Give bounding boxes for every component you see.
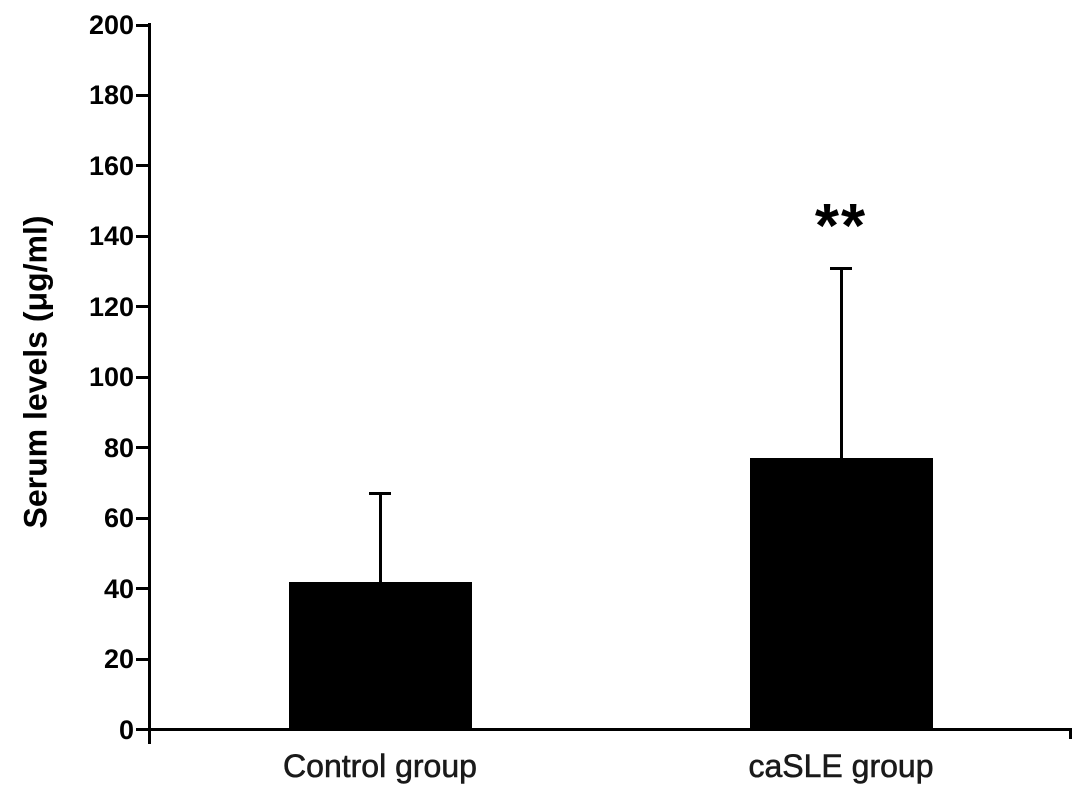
y-tick-label: 200 [88,10,134,40]
significance-marker-casle-group: ** [814,191,868,261]
y-tick-mark [136,375,150,379]
error-bar-cap-control-group [369,491,391,495]
category-label-control-group: Control group [283,748,477,785]
y-tick-mark [136,234,150,238]
y-tick-mark [136,446,150,450]
category-label-casle-group: caSLE group [748,748,934,785]
y-tick-mark [136,164,150,168]
y-tick-label: 180 [88,80,134,111]
bar-control-group [288,581,472,728]
error-bar-stem-casle-group [839,268,843,459]
y-tick-label: 20 [103,644,134,675]
y-tick-label: 140 [88,221,134,252]
y-tick-mark [136,23,150,27]
y-axis-line [148,23,151,744]
y-tick-label: 160 [88,150,134,181]
y-tick-label: 40 [103,573,134,604]
y-tick-label: 0 [118,714,134,745]
y-tick-label: 100 [88,362,134,393]
y-tick-label: 60 [103,503,134,534]
y-tick-mark [136,93,150,97]
y-tick-label: 120 [88,291,134,322]
y-tick-mark [136,305,150,309]
error-bar-cap-casle-group [830,266,852,270]
bar-casle-group [749,458,933,728]
y-tick-label: 80 [103,432,134,463]
x-axis-end-stub [1069,728,1072,739]
x-axis-line [148,728,1072,731]
y-tick-mark [136,587,150,591]
y-tick-mark [136,657,150,661]
y-tick-mark [136,516,150,520]
y-tick-mark [136,728,150,731]
error-bar-stem-control-group [378,493,382,582]
